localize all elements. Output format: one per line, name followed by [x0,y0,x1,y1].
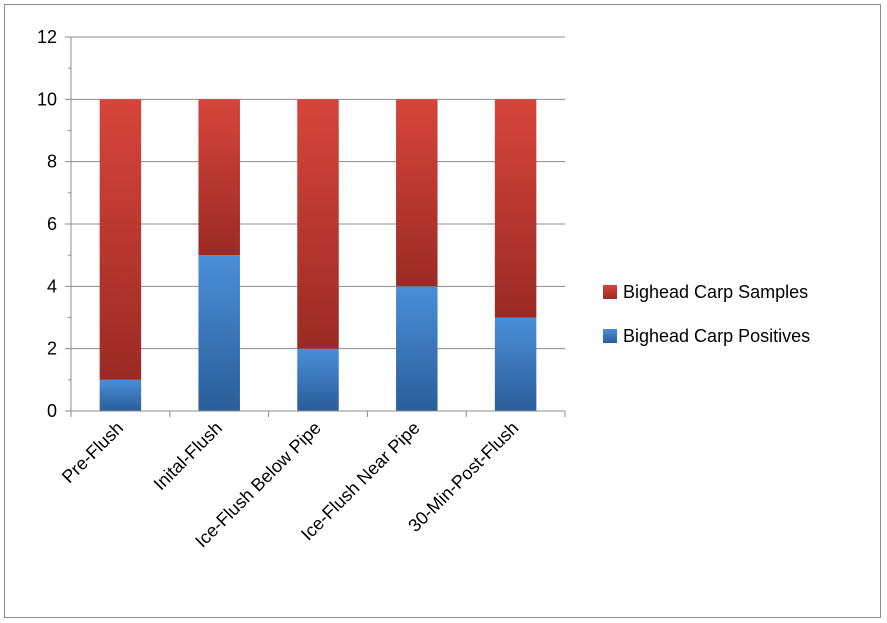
bars [99,99,537,411]
y-tick-label: 2 [47,339,57,359]
bar-samples-0 [99,99,142,380]
chart-frame: 0 2 4 6 8 10 12 Pre-Flush Inital-Flush Ice-Flush … [4,4,881,618]
x-category-label: Inital-Flush [150,418,226,494]
bar-samples-1 [198,99,240,256]
y-tick-label: 8 [47,152,57,172]
bar-positives-0 [99,379,142,411]
y-tick-label: 12 [37,27,57,47]
bar-samples-4 [494,99,537,318]
bar-positives-1 [198,255,240,411]
legend-label-positives: Bighead Carp Positives [623,326,810,346]
legend: Bighead Carp Samples Bighead Carp Positiv… [603,282,810,346]
bar-positives-4 [494,317,537,411]
y-tick-label: 6 [47,214,57,234]
y-tick-label: 10 [37,89,57,109]
bar-samples-3 [396,99,438,287]
x-category-label: Pre-Flush [58,418,127,487]
y-tick-label: 4 [47,276,57,296]
legend-label-samples: Bighead Carp Samples [623,282,808,302]
bar-samples-2 [297,99,339,349]
bar-positives-2 [297,348,339,411]
legend-swatch-samples [603,285,617,299]
bar-positives-3 [396,286,438,411]
y-tick-label: 0 [47,401,57,421]
legend-swatch-positives [603,329,617,343]
x-category-label: 30-Min-Post-Flush [404,418,522,536]
